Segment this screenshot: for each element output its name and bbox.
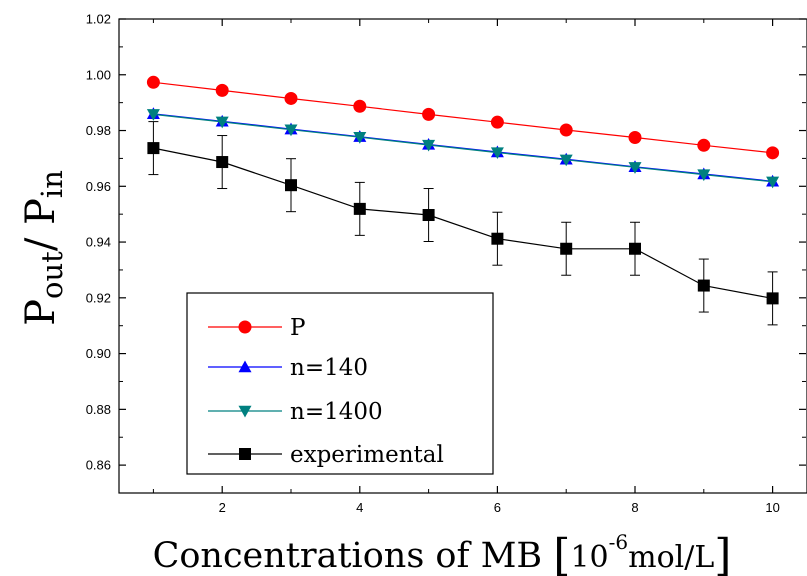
x-axis-ticks: 2 4 6 8 10: [152, 19, 780, 515]
data-point: [697, 138, 711, 152]
legend-label: n=140: [290, 355, 368, 381]
plot-frame: [118, 18, 807, 494]
data-point: [490, 115, 504, 129]
y-axis-title-sep: /: [18, 225, 64, 251]
x-tick-label: 2: [219, 500, 226, 515]
data-point: [559, 123, 573, 137]
data-point: [353, 202, 366, 215]
x-tick-label: 6: [494, 500, 501, 515]
data-point: [146, 75, 160, 89]
x-axis-title-unit-exp: -6: [609, 530, 628, 554]
legend-marker: [238, 405, 252, 418]
legend-label: experimental: [290, 442, 444, 468]
legend-label: P: [290, 315, 305, 341]
data-point: [215, 83, 229, 97]
y-tick-label: 0.98: [86, 123, 111, 138]
y-axis-title: Pout/ Pin: [18, 170, 69, 326]
legend-marker: [238, 360, 252, 373]
data-point: [766, 176, 780, 189]
x-axis-title-bracket-open: [: [553, 530, 570, 576]
series-line: [153, 81, 773, 154]
legend-marker: [239, 448, 251, 460]
y-tick-label: 1.02: [86, 12, 111, 27]
data-point: [697, 169, 711, 182]
data-point: [422, 139, 436, 152]
x-axis-title-unit-base: 10: [570, 540, 608, 575]
series-1: [146, 75, 780, 160]
x-tick-label: 10: [765, 500, 779, 515]
data-point: [285, 179, 297, 192]
data-point: [353, 132, 367, 144]
data-point: [491, 232, 504, 245]
series-layer: [146, 75, 780, 326]
x-axis-title: Concentrations of MB [10-6mol/L]: [153, 530, 732, 576]
y-tick-label: 0.88: [86, 402, 111, 417]
x-axis-title-unit-rest: mol/L: [628, 540, 714, 575]
data-point: [766, 146, 780, 160]
data-point: [216, 156, 229, 169]
x-axis-title-main: Concentrations of MB: [153, 536, 554, 576]
series-4: [147, 121, 779, 326]
data-point: [147, 142, 160, 155]
data-point: [697, 279, 710, 292]
series-line: [153, 113, 773, 183]
data-point: [284, 91, 298, 105]
data-point: [628, 162, 642, 174]
y-axis-title-top-sub: out: [35, 251, 69, 299]
legend: Pn=140 n=1400 experimental: [186, 292, 494, 475]
data-point: [628, 131, 642, 144]
series-2: [146, 107, 780, 187]
data-point: [353, 99, 367, 113]
x-tick-label: 8: [631, 500, 638, 515]
y-axis-title-bottom-sub: in: [35, 170, 69, 198]
y-axis-title-top: P: [18, 299, 64, 326]
legend-label: n=1400: [290, 399, 383, 425]
y-tick-label: 0.92: [86, 290, 111, 305]
data-point: [422, 107, 436, 121]
y-tick-label: 0.86: [86, 458, 111, 473]
y-axis-title-bottom: P: [18, 198, 64, 225]
y-tick-label: 0.94: [86, 235, 111, 250]
x-tick-label: 4: [356, 500, 363, 515]
plot-area: [118, 18, 807, 494]
data-point: [629, 242, 641, 255]
y-tick-label: 1.00: [86, 67, 111, 82]
x-axis-title-bracket-close: ]: [714, 530, 731, 576]
y-tick-label: 0.96: [86, 179, 111, 194]
data-point: [766, 292, 779, 305]
series-line: [153, 147, 773, 299]
data-point: [559, 154, 573, 167]
y-axis-ticks: 0.86 0.88 0.90 0.92 0.94 0.96 0.98 1.00 1.02: [86, 12, 806, 473]
series-3: [146, 109, 780, 189]
data-point: [422, 209, 435, 222]
data-point: [215, 116, 229, 129]
legend-box: [186, 292, 494, 475]
legend-marker: [238, 320, 252, 334]
data-point: [146, 109, 160, 121]
y-tick-label: 0.90: [86, 346, 111, 361]
data-point: [490, 147, 504, 160]
data-point: [284, 124, 298, 137]
data-point: [560, 242, 573, 255]
series-line: [153, 113, 773, 182]
